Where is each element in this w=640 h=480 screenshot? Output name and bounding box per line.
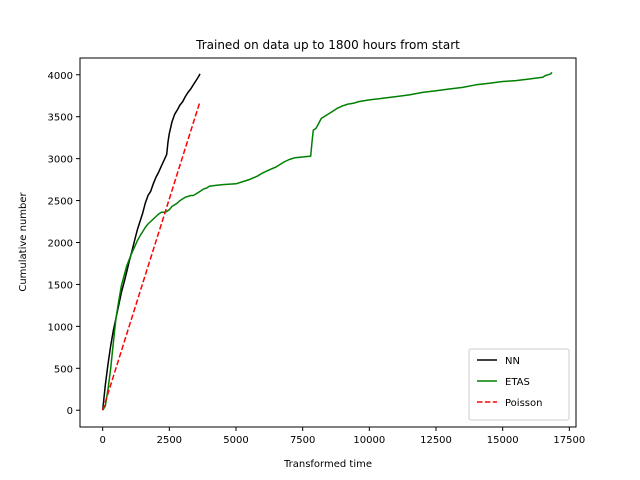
x-tick-label: 0 [99, 435, 105, 446]
legend-label-etas: ETAS [505, 377, 530, 388]
x-tick-label: 7500 [290, 435, 315, 446]
series-line-etas [102, 71, 553, 411]
x-axis: 0 2500 5000 7500 10000 12500 15000 17500 [99, 427, 585, 446]
x-tick-label: 12500 [420, 435, 452, 446]
y-tick-label: 2000 [48, 239, 73, 250]
y-tick-label: 1500 [48, 280, 73, 291]
y-tick-label: 3500 [48, 113, 73, 124]
chart-title: Trained on data up to 1800 hours from st… [195, 38, 460, 52]
y-tick-label: 4000 [48, 71, 73, 82]
x-tick-label: 15000 [487, 435, 519, 446]
y-tick-label: 1000 [48, 322, 73, 333]
plot-area [101, 71, 553, 411]
legend: NN ETAS Poisson [468, 348, 570, 421]
y-tick-label: 3000 [48, 155, 73, 166]
x-tick-label: 17500 [553, 435, 585, 446]
y-tick-label: 2500 [48, 197, 73, 208]
x-tick-label: 5000 [223, 435, 248, 446]
x-tick-label: 10000 [353, 435, 385, 446]
x-axis-label: Transformed time [283, 459, 372, 470]
legend-label-nn: NN [505, 356, 520, 367]
y-axis: 0 500 1000 1500 2000 2500 3000 3500 4000 [48, 71, 80, 417]
y-axis-label: Cumulative number [18, 191, 29, 291]
legend-label-poisson: Poisson [505, 398, 542, 409]
series-line-poisson [101, 101, 201, 411]
series-line-nn [101, 73, 201, 411]
y-tick-label: 500 [54, 364, 73, 375]
y-tick-label: 0 [67, 406, 73, 417]
x-tick-label: 2500 [157, 435, 182, 446]
